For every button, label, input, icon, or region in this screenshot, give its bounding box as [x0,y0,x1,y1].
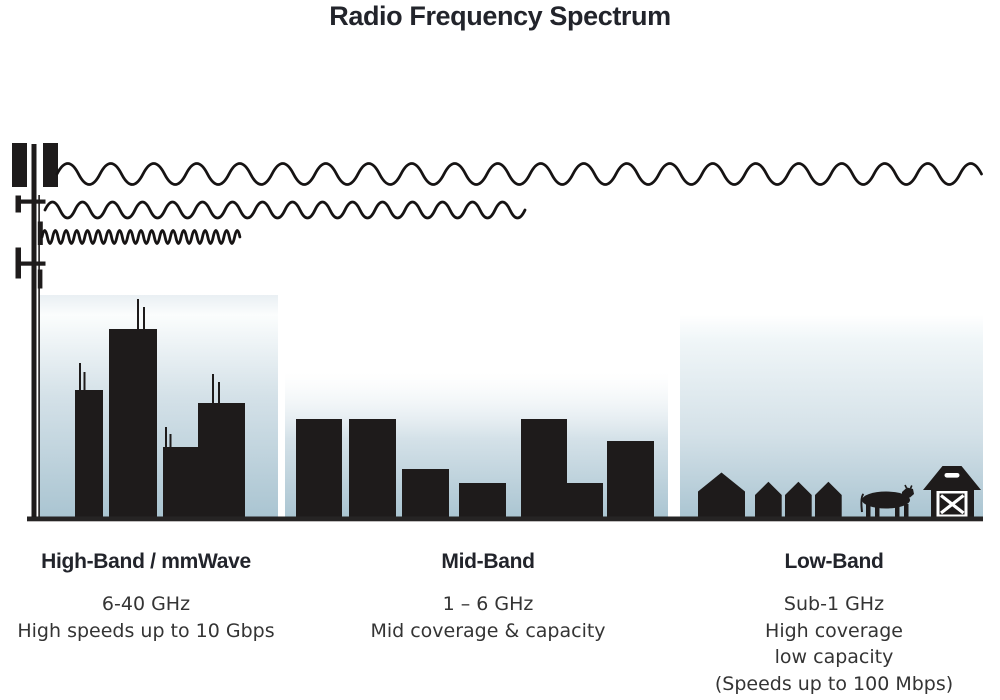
low-band-speed: (Speeds up to 100 Mbps) [714,672,954,695]
low-band-caption: Low-Band Sub-1 GHz High coverage low cap… [683,549,985,697]
barn-illustration [923,466,981,517]
tower-side-antenna [37,221,43,245]
high-band-short-wavelength-wave [40,229,242,245]
tower-mast-secondary [38,195,40,517]
tower-antenna-panel [43,143,58,187]
cow-leg [895,504,900,517]
skyscraper [75,390,103,517]
building [349,419,396,517]
low-band-long-wavelength-wave [55,162,983,186]
spectrum-illustration [12,143,983,522]
tower-crossarm [17,261,46,266]
high-band-caption: High-Band / mmWave 6-40 GHz High speeds … [0,549,292,644]
tower-side-antenna [37,269,43,289]
cow-tail [860,493,865,513]
high-band-heading: High-Band / mmWave [41,550,251,573]
tower-mast [31,144,37,517]
town-buildings-illustration [296,419,654,517]
cow-illustration [860,484,914,517]
tower-antenna-panel [12,143,27,187]
mid-band-caption: Mid-Band 1 – 6 GHz Mid coverage & capaci… [340,549,636,644]
building [607,441,654,517]
cow-leg [875,504,880,517]
cell-tower-illustration [12,143,58,517]
house [755,481,782,517]
mid-band-frequency: 1 – 6 GHz [442,593,534,615]
house [698,472,745,517]
cow-leg [866,504,871,517]
page-title: Radio Frequency Spectrum [329,1,671,31]
house [785,481,812,517]
tower-side-antenna [15,247,21,279]
building [567,483,603,517]
tower-side-antenna [15,195,21,213]
building [459,483,506,517]
barn-loft-window [944,473,960,478]
high-band-description: High speeds up to 10 Gbps [17,619,275,642]
cow-horn [909,485,913,489]
low-band-heading: Low-Band [784,550,884,573]
building [521,419,567,517]
mid-band-description: Mid coverage & capacity [370,619,606,642]
cow-leg [904,504,909,517]
house [815,481,842,517]
farm-scene-illustration [698,466,981,517]
cow-horn [904,484,908,489]
city-skyline-illustration [75,299,245,517]
low-band-capacity: low capacity [774,646,894,668]
tower-crossarm [17,199,46,204]
ground-line [27,516,983,522]
skyscraper [109,329,157,517]
low-band-frequency: Sub-1 GHz [783,593,885,615]
low-band-coverage: High coverage [765,619,903,642]
cow-head [902,487,914,498]
mid-band-heading: Mid-Band [441,550,535,573]
skyscraper [198,403,245,517]
barn-roof [923,466,981,490]
building [402,469,449,517]
building [296,419,342,517]
high-band-frequency: 6-40 GHz [101,593,191,615]
mid-band-medium-wavelength-wave [43,200,527,220]
barn-door-crossbuck [940,494,965,515]
rooftop-antennas [79,299,220,449]
skyscraper [163,447,198,517]
